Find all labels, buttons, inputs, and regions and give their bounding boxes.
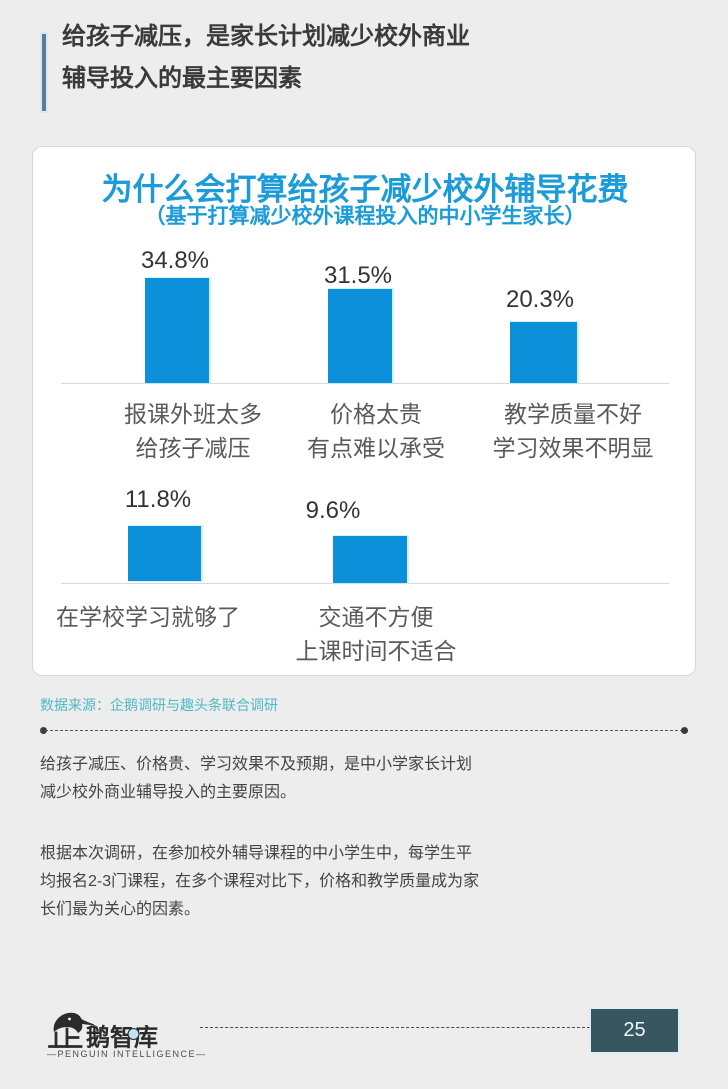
svg-text:鹅智库: 鹅智库 <box>86 1024 158 1052</box>
